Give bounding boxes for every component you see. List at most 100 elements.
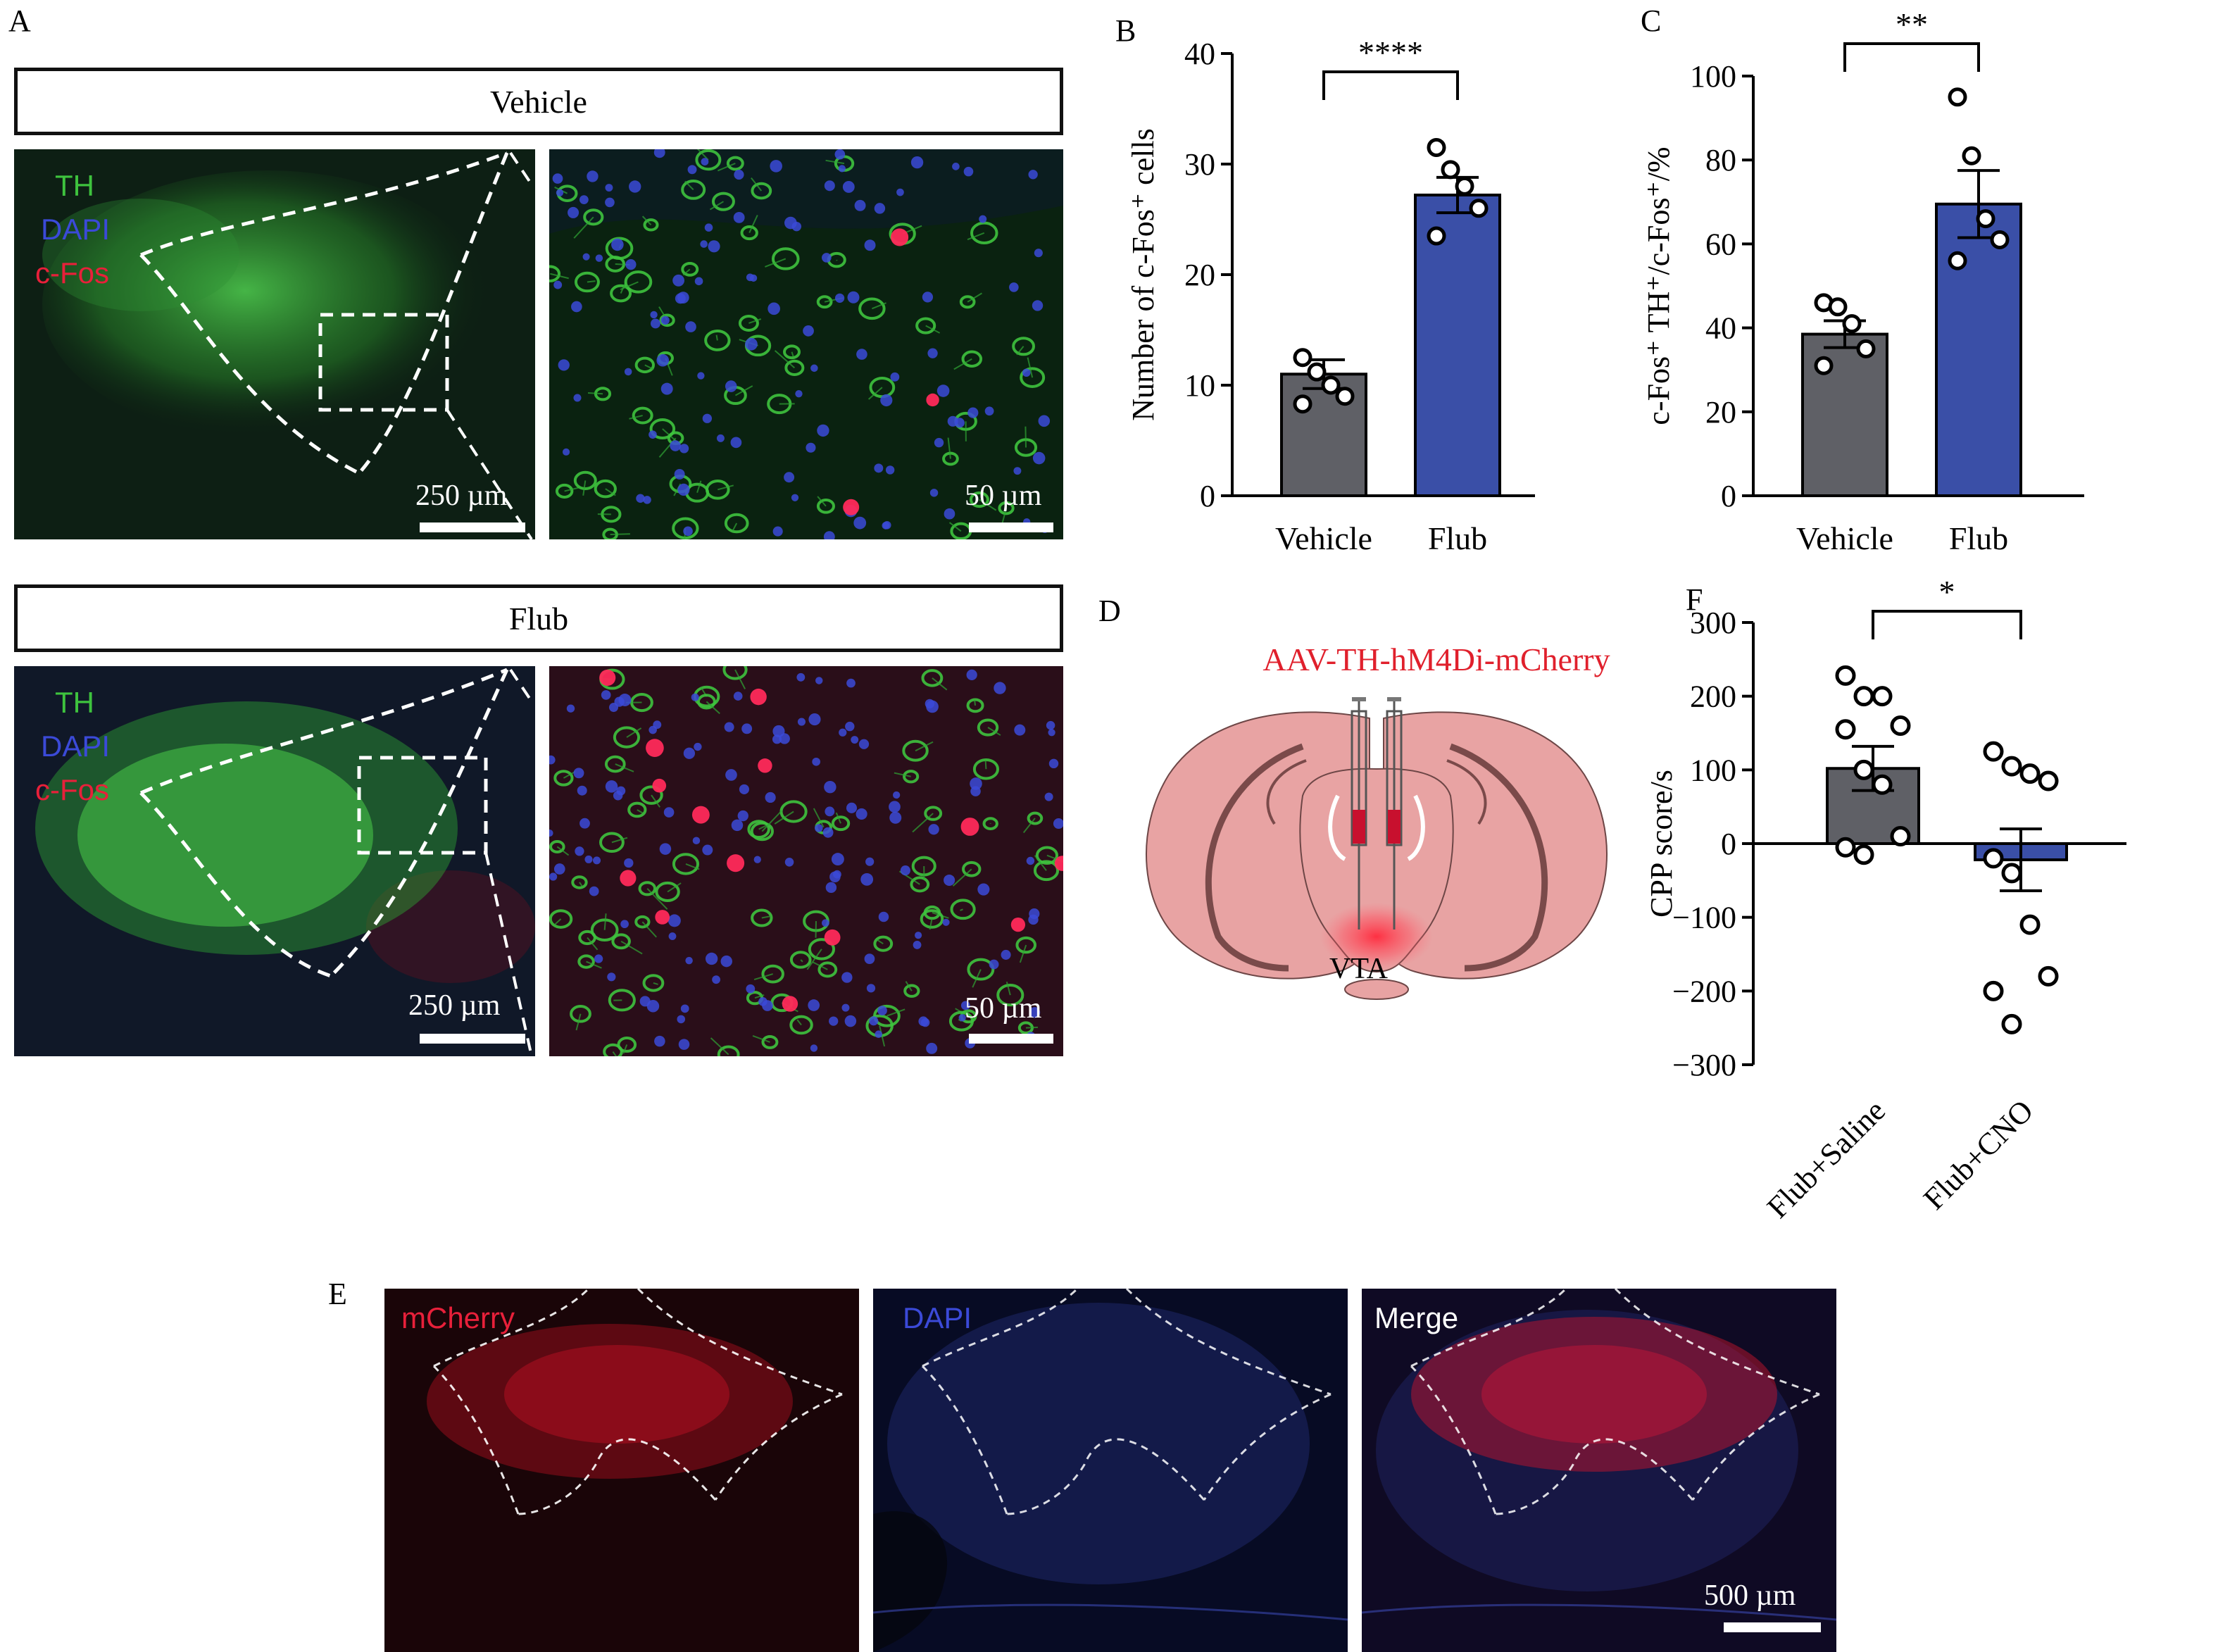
dapi-nucleus [851, 736, 859, 744]
dapi-nucleus [841, 972, 853, 983]
th-process [615, 763, 634, 772]
dapi-nucleus [822, 919, 829, 927]
th-process [765, 258, 787, 268]
dapi-nucleus [680, 1004, 689, 1013]
y-tick-label: 0 [1200, 479, 1215, 513]
th-cell [808, 938, 836, 960]
dapi-nucleus [575, 846, 584, 856]
th-process [734, 385, 753, 396]
cfos-nucleus [1054, 856, 1063, 871]
th-process [953, 358, 972, 370]
dapi-nucleus [815, 824, 823, 832]
dapi-nucleus [994, 682, 1006, 694]
th-process [710, 1037, 729, 1056]
dapi-nucleus [705, 952, 718, 965]
y-tick-label: 40 [1184, 37, 1215, 71]
dapi-nucleus [817, 424, 829, 437]
dapi-nucleus [803, 325, 814, 337]
data-point [2001, 1013, 2022, 1034]
flub-low-mag-svg [14, 666, 535, 1056]
th-process [732, 522, 738, 532]
dapi-nucleus [960, 1001, 970, 1010]
data-point [1948, 87, 1967, 107]
flub-high-mag-image: 50 µm [549, 666, 1063, 1056]
data-point [1293, 394, 1312, 414]
th-process [796, 1019, 802, 1026]
th-process [734, 669, 746, 689]
dapi-nucleus [553, 863, 565, 875]
th-cell [1027, 811, 1044, 825]
dapi-nucleus [874, 463, 884, 473]
cfos-nucleus [758, 758, 772, 773]
data-point [1990, 230, 2010, 249]
th-process [758, 824, 767, 830]
flub-scale-50-text: 50 µm [965, 992, 1042, 1025]
dapi-nucleus [624, 368, 632, 376]
th-cell [608, 989, 636, 1012]
dapi-nucleus [1038, 415, 1051, 427]
th-cell [553, 770, 574, 787]
dapi-nucleus [562, 448, 570, 456]
th-cell [549, 840, 565, 853]
dapi-nucleus [765, 791, 776, 803]
th-process [1016, 346, 1025, 356]
th-cell [751, 908, 773, 927]
cfos-nucleus [960, 818, 979, 836]
dapi-svg [873, 1289, 1348, 1652]
dapi-nucleus [1028, 914, 1039, 925]
dapi-nucleus [1048, 758, 1059, 769]
th-process [603, 913, 607, 930]
th-process [620, 940, 643, 955]
th-cell [738, 314, 759, 332]
dapi-nucleus [856, 808, 867, 820]
th-process [752, 1034, 770, 1043]
vehicle-scale-250-text: 250 µm [415, 480, 508, 512]
chart-f: −300 −200 −100 0 100 200 300 Flub+Saline Flub+CN… [1644, 577, 2126, 1225]
dapi-nucleus [865, 857, 875, 866]
th-process [573, 216, 594, 239]
dapi-nucleus [700, 240, 708, 248]
th-cell [817, 961, 838, 978]
cfos-nucleus [691, 806, 710, 824]
th-process [748, 215, 758, 234]
y-tick-label: −300 [1672, 1048, 1736, 1082]
data-point [1441, 160, 1460, 180]
th-cell [649, 418, 676, 440]
dapi-nucleus [571, 301, 582, 313]
dapi-nucleus [712, 975, 720, 984]
dapi-nucleus [753, 856, 761, 863]
dapi-nucleus [584, 855, 593, 863]
dapi-nucleus [970, 777, 982, 790]
dapi-nucleus [556, 189, 564, 196]
th-process [876, 939, 884, 945]
th-process [644, 364, 654, 370]
dapi-nucleus [841, 1003, 850, 1012]
dapi-nucleus [1029, 1007, 1041, 1018]
dapi-nucleus [601, 690, 611, 700]
data-point [1835, 719, 1856, 740]
dapi-nucleus [685, 956, 693, 965]
data-point [1307, 362, 1327, 382]
th-cell [920, 909, 944, 929]
dapi-nucleus [643, 496, 651, 504]
vehicle-scale-50-text: 50 µm [965, 480, 1042, 512]
th-process [967, 292, 982, 303]
cfos-nucleus [824, 929, 841, 946]
dapi-nucleus [1028, 170, 1038, 180]
data-point [1872, 774, 1893, 795]
th-cell [681, 179, 706, 200]
dapi-nucleus [1009, 282, 1019, 292]
th-cell [977, 718, 999, 737]
dapi-nucleus [944, 508, 956, 520]
dapi-nucleus [694, 277, 703, 286]
data-point [1890, 715, 1911, 737]
th-process [915, 741, 934, 752]
dapi-nucleus [920, 1018, 930, 1027]
significance-stars: ** [1896, 6, 1928, 42]
dapi-nucleus [651, 318, 660, 329]
mcherry-image: mCherry [384, 1289, 859, 1652]
chart-b: 0 10 20 30 40 Vehicle Flub **** Number of c-Fos⁺… [1126, 35, 1535, 556]
y-tick-label: 10 [1184, 368, 1215, 403]
th-cell [638, 881, 657, 896]
panel-letter-a: A [8, 4, 31, 38]
